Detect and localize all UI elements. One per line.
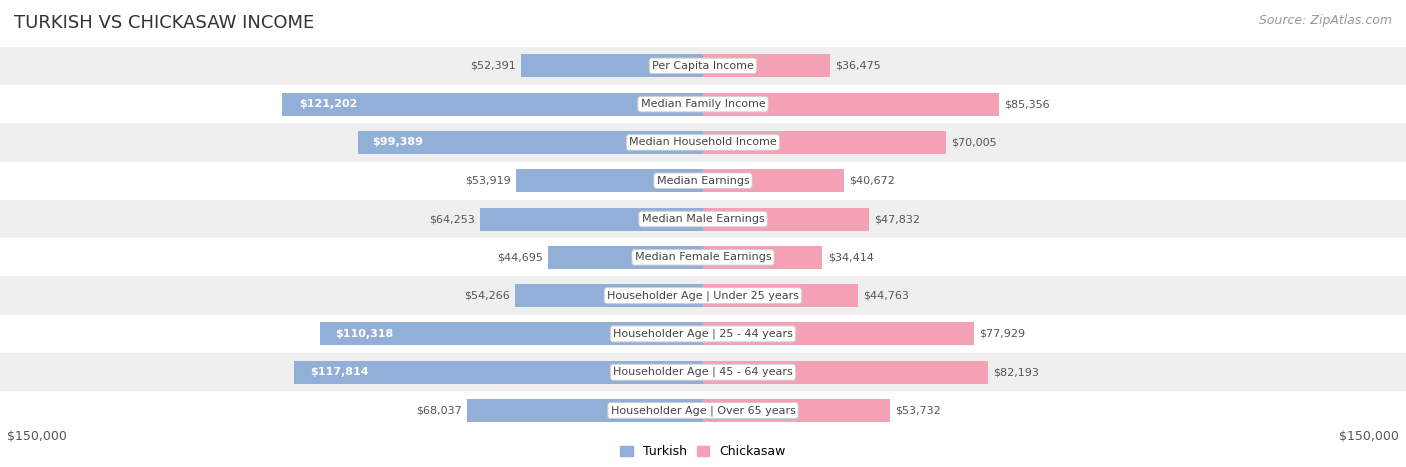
Text: Median Family Income: Median Family Income [641,99,765,109]
Text: $40,672: $40,672 [849,176,896,186]
Text: $150,000: $150,000 [1339,430,1399,443]
Text: $52,391: $52,391 [470,61,516,71]
Text: $99,389: $99,389 [371,137,423,148]
Text: Per Capita Income: Per Capita Income [652,61,754,71]
Text: $68,037: $68,037 [416,405,461,416]
Text: $53,732: $53,732 [894,405,941,416]
Bar [0,391,1406,430]
Text: $47,832: $47,832 [875,214,921,224]
Bar [479,207,703,231]
Bar [359,131,703,154]
Text: $82,193: $82,193 [994,367,1039,377]
Bar [283,92,703,116]
Text: Householder Age | 45 - 64 years: Householder Age | 45 - 64 years [613,367,793,377]
Bar [703,284,859,307]
Text: $150,000: $150,000 [7,430,67,443]
Bar [516,169,703,192]
Text: Median Earnings: Median Earnings [657,176,749,186]
Text: $44,763: $44,763 [863,290,910,301]
Bar [703,131,946,154]
Bar [0,162,1406,200]
Text: $77,929: $77,929 [979,329,1025,339]
Text: $85,356: $85,356 [1004,99,1050,109]
Bar [321,322,703,346]
Bar [703,54,830,78]
Bar [703,361,988,384]
Text: Householder Age | Under 25 years: Householder Age | Under 25 years [607,290,799,301]
Text: Householder Age | Over 65 years: Householder Age | Over 65 years [610,405,796,416]
Bar [0,238,1406,276]
Text: Median Household Income: Median Household Income [628,137,778,148]
Text: Median Male Earnings: Median Male Earnings [641,214,765,224]
Text: $44,695: $44,695 [496,252,543,262]
Bar [294,361,703,384]
Text: $53,919: $53,919 [465,176,510,186]
Text: $121,202: $121,202 [299,99,357,109]
Text: $36,475: $36,475 [835,61,880,71]
Bar [0,47,1406,85]
Bar [703,169,844,192]
Bar [0,353,1406,391]
Bar [522,54,703,78]
Text: Householder Age | 25 - 44 years: Householder Age | 25 - 44 years [613,329,793,339]
Text: $34,414: $34,414 [828,252,873,262]
Bar [467,399,703,422]
Bar [703,246,823,269]
Bar [548,246,703,269]
Bar [515,284,703,307]
Bar [0,315,1406,353]
Text: TURKISH VS CHICKASAW INCOME: TURKISH VS CHICKASAW INCOME [14,14,315,32]
Bar [0,276,1406,315]
Text: Source: ZipAtlas.com: Source: ZipAtlas.com [1258,14,1392,27]
Text: $117,814: $117,814 [311,367,368,377]
Bar [703,207,869,231]
Text: $70,005: $70,005 [952,137,997,148]
Bar [703,92,1000,116]
Text: Median Female Earnings: Median Female Earnings [634,252,772,262]
Bar [0,123,1406,162]
Text: $110,318: $110,318 [336,329,394,339]
Bar [703,399,890,422]
Bar [0,85,1406,123]
Text: $64,253: $64,253 [429,214,475,224]
Bar [0,200,1406,238]
Text: $54,266: $54,266 [464,290,509,301]
Legend: Turkish, Chickasaw: Turkish, Chickasaw [617,443,789,461]
Bar [703,322,973,346]
